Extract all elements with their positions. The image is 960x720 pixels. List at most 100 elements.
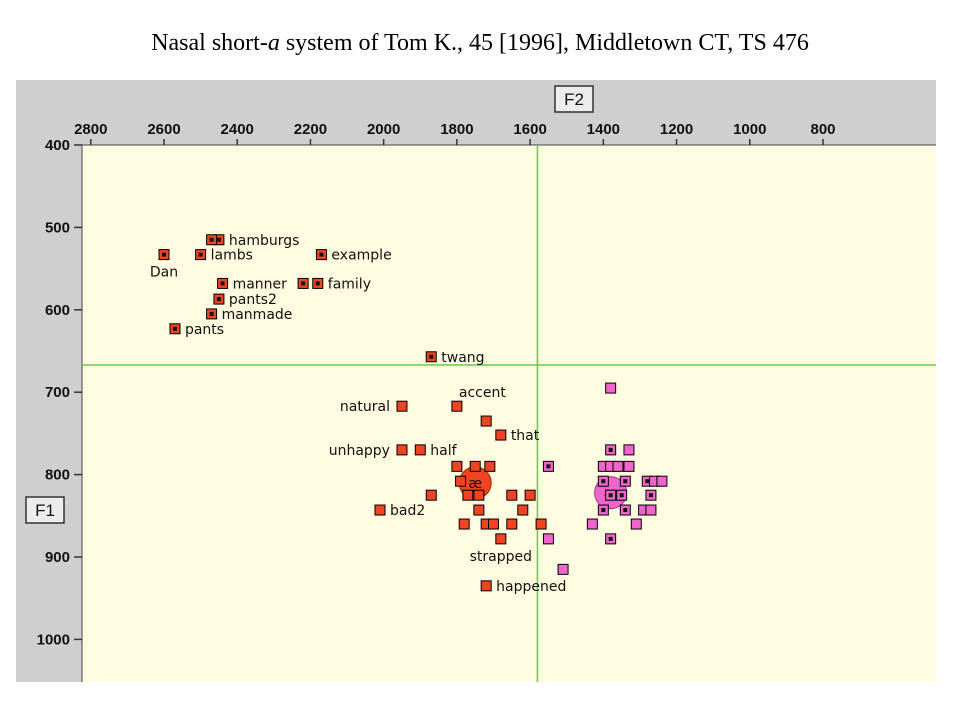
token-pink [612,460,624,472]
token-label: family [328,276,371,292]
token-pink-nasal-dot [623,479,628,484]
x-tick-label: 1400 [587,121,620,138]
token-label: pants [185,322,224,338]
token-labeled-nasal-dot [209,311,214,316]
token-label: Dan [150,265,178,281]
token-labeled [396,400,408,412]
token-labeled [396,444,408,456]
token-label: happened [496,579,566,595]
x-axis-label-box [554,85,594,113]
y-tick-label: 700 [45,384,70,401]
token-labeled-nasal-dot [429,354,434,359]
x-tick-label: 800 [810,121,835,138]
x-tick-label: 1000 [733,121,766,138]
plot-area [82,145,936,682]
token-red [469,460,481,472]
token-label: manner [233,276,288,292]
token-pink [605,382,617,394]
token-pink-nasal-dot [645,479,650,484]
token-labeled [495,429,507,441]
token-labeled-nasal-dot [216,297,221,302]
token-red [524,489,536,501]
token-labeled-nasal-dot [162,252,166,257]
token-red [517,504,529,516]
token-label: strapped [470,549,532,565]
x-tick-label: 1200 [660,121,693,138]
token-label: accent [459,385,506,401]
token-label: lambs [211,248,253,264]
token-pink-nasal-dot [608,447,613,452]
token-label: half [430,443,457,459]
token-labeled-nasal-dot [172,326,177,331]
token-red [458,518,470,530]
token-labeled [451,400,463,412]
token-red [480,415,492,427]
token-labeled-nasal-dot [216,237,221,242]
token-red [473,504,485,516]
token-red [488,518,499,530]
token-pink-nasal-dot [623,508,628,513]
y-tick-label: 1000 [37,631,70,648]
x-tick-label: 2600 [147,121,180,138]
chart-title: Nasal short-a system of Tom K., 45 [1996… [0,30,960,57]
token-pink-nasal-dot [546,464,551,469]
token-labeled-nasal-dot [319,252,324,257]
token-label: twang [441,350,484,366]
y-tick-label: 600 [45,302,70,319]
token-pink-nasal-dot [648,493,653,498]
token-red [451,460,463,472]
token-pink-nasal-dot [608,536,613,541]
token-label: hamburgs [229,233,300,249]
token-labeled-nasal-dot [301,281,306,286]
y-axis-label-box [25,496,65,524]
token-label: unhappy [329,443,390,459]
token-pink [630,518,642,530]
token-labeled [414,444,426,456]
token-labeled-nasal-dot [220,281,225,286]
y-tick-label: 800 [45,467,70,484]
token-label: pants2 [229,292,277,308]
token-pink-nasal-dot [601,508,606,513]
token-pink-nasal-dot [608,493,613,498]
y-tick-label: 400 [45,137,70,154]
token-pink [586,518,598,530]
token-pink [645,504,657,516]
title-italic: a [267,30,280,56]
x-tick-label: 2000 [367,121,400,138]
token-label: bad2 [390,503,425,519]
x-tick-label: 2800 [74,121,107,138]
token-labeled [495,533,507,545]
token-labeled [374,504,386,516]
token-pink [623,460,635,472]
mean-symbol: æ [468,476,482,492]
x-axis-label: F2 [564,90,584,109]
x-tick-label: 1600 [513,121,546,138]
token-label: that [511,428,540,444]
token-labeled [480,580,492,592]
token-pink [542,533,554,545]
token-pink-nasal-dot [619,493,624,498]
token-pink [623,444,635,456]
token-red [506,518,518,530]
title-suffix: system of Tom K., 45 [1996], Middletown … [279,30,809,56]
token-labeled-nasal-dot [209,237,214,242]
token-label: example [331,248,391,264]
token-red [455,475,467,487]
token-labeled-nasal-dot [315,281,320,286]
token-red [484,460,496,472]
y-tick-label: 500 [45,219,70,236]
x-tick-label: 1800 [440,121,473,138]
token-pink [656,475,668,487]
token-red [462,489,474,501]
x-tick-label: 2400 [221,121,254,138]
token-pink [557,563,569,575]
token-red [425,489,437,501]
token-red [506,489,518,501]
token-red [535,518,547,530]
token-label: manmade [222,307,293,323]
title-prefix: Nasal short- [151,30,268,56]
token-red [473,489,485,501]
y-axis-label: F1 [35,501,55,520]
y-tick-label: 900 [45,549,70,566]
